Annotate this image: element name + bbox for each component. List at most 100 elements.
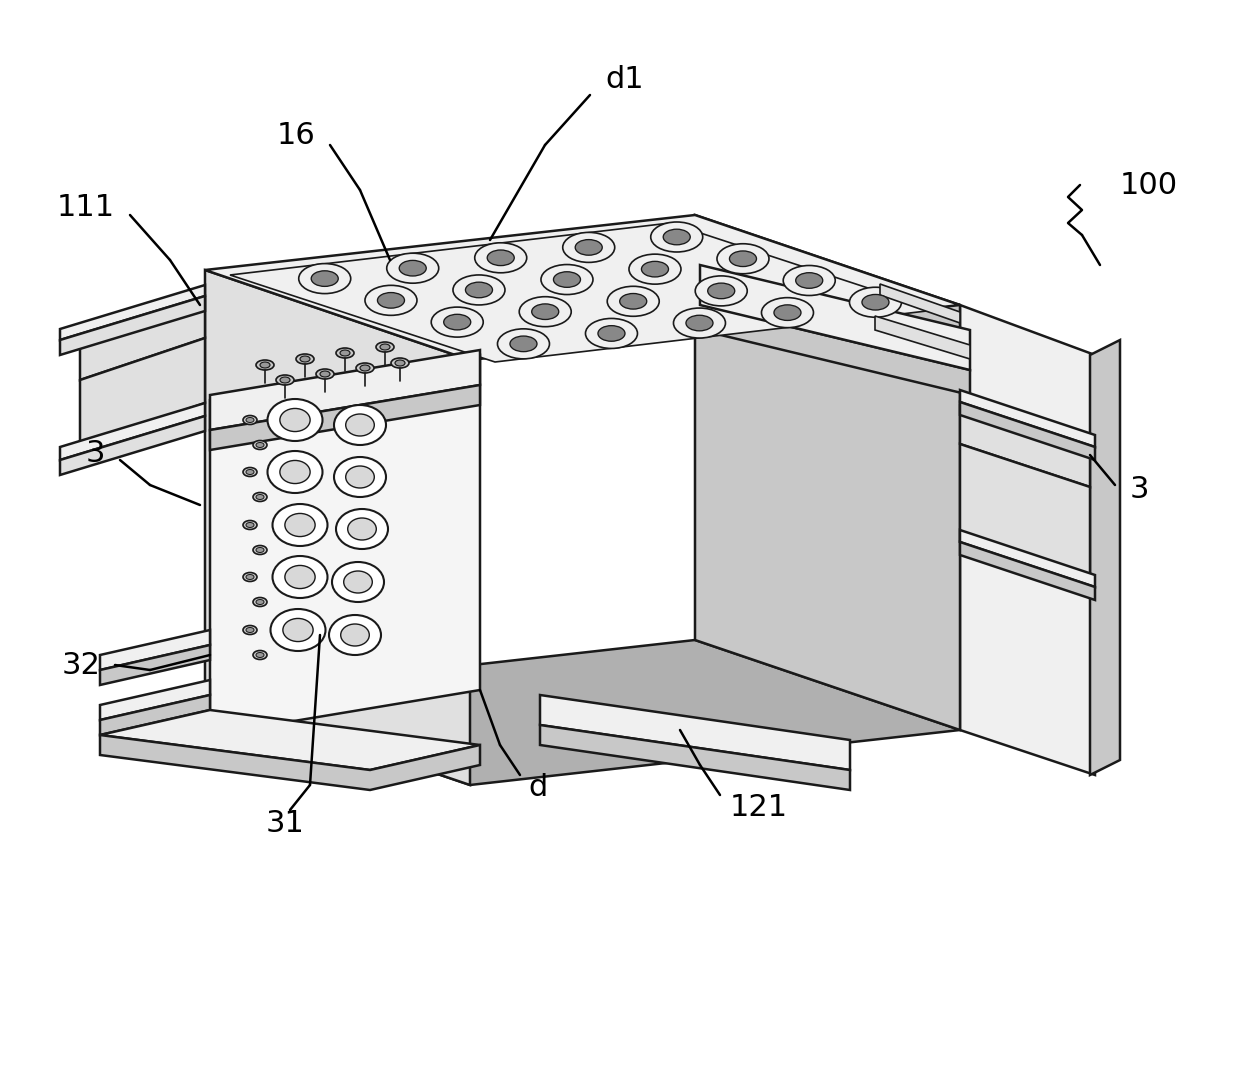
Ellipse shape xyxy=(255,652,264,658)
Ellipse shape xyxy=(663,229,691,245)
Ellipse shape xyxy=(311,271,339,286)
Polygon shape xyxy=(205,215,960,360)
Polygon shape xyxy=(210,385,480,450)
Ellipse shape xyxy=(379,344,391,350)
Ellipse shape xyxy=(729,251,756,267)
Ellipse shape xyxy=(346,465,374,488)
Ellipse shape xyxy=(475,243,527,272)
Ellipse shape xyxy=(696,276,748,306)
Ellipse shape xyxy=(253,598,267,607)
Ellipse shape xyxy=(360,365,370,371)
Ellipse shape xyxy=(285,565,315,588)
Ellipse shape xyxy=(246,627,254,633)
Ellipse shape xyxy=(255,495,264,499)
Polygon shape xyxy=(880,284,960,323)
Polygon shape xyxy=(694,215,960,730)
Ellipse shape xyxy=(673,308,725,339)
Polygon shape xyxy=(60,403,205,460)
Ellipse shape xyxy=(334,457,386,497)
Ellipse shape xyxy=(273,505,327,546)
Ellipse shape xyxy=(761,297,813,328)
Ellipse shape xyxy=(774,305,801,320)
Ellipse shape xyxy=(253,441,267,449)
Ellipse shape xyxy=(553,271,580,288)
Ellipse shape xyxy=(255,443,264,447)
Ellipse shape xyxy=(784,266,836,295)
Polygon shape xyxy=(701,305,970,395)
Ellipse shape xyxy=(246,523,254,527)
Ellipse shape xyxy=(246,574,254,579)
Polygon shape xyxy=(81,298,205,380)
Polygon shape xyxy=(539,695,849,770)
Text: 16: 16 xyxy=(277,120,315,150)
Ellipse shape xyxy=(347,518,376,540)
Ellipse shape xyxy=(253,493,267,501)
Ellipse shape xyxy=(255,360,274,370)
Ellipse shape xyxy=(270,609,325,651)
Ellipse shape xyxy=(329,615,381,655)
Ellipse shape xyxy=(268,451,322,493)
Ellipse shape xyxy=(296,354,314,363)
Text: 100: 100 xyxy=(1120,170,1178,200)
Ellipse shape xyxy=(365,285,417,316)
Text: d1: d1 xyxy=(605,65,644,94)
Text: 121: 121 xyxy=(730,792,789,821)
Ellipse shape xyxy=(532,304,559,319)
Ellipse shape xyxy=(280,376,290,383)
Ellipse shape xyxy=(343,571,372,593)
Ellipse shape xyxy=(243,416,257,424)
Ellipse shape xyxy=(708,283,735,298)
Polygon shape xyxy=(100,644,210,685)
Polygon shape xyxy=(960,390,1095,447)
Ellipse shape xyxy=(563,232,615,263)
Ellipse shape xyxy=(268,399,322,441)
Polygon shape xyxy=(960,403,1095,460)
Polygon shape xyxy=(60,296,205,355)
Ellipse shape xyxy=(717,244,769,273)
Text: 111: 111 xyxy=(57,192,115,221)
Polygon shape xyxy=(60,285,205,340)
Ellipse shape xyxy=(253,651,267,660)
Ellipse shape xyxy=(334,405,386,445)
Polygon shape xyxy=(100,735,480,790)
Ellipse shape xyxy=(629,254,681,284)
Ellipse shape xyxy=(336,509,388,549)
Ellipse shape xyxy=(377,293,404,308)
Ellipse shape xyxy=(243,573,257,582)
Ellipse shape xyxy=(849,288,901,317)
Polygon shape xyxy=(229,224,935,362)
Ellipse shape xyxy=(608,286,660,317)
Ellipse shape xyxy=(243,625,257,635)
Ellipse shape xyxy=(391,358,409,368)
Ellipse shape xyxy=(541,265,593,294)
Ellipse shape xyxy=(487,250,515,266)
Ellipse shape xyxy=(280,408,310,432)
Polygon shape xyxy=(210,355,480,735)
Ellipse shape xyxy=(444,315,471,330)
Text: 3: 3 xyxy=(1130,475,1149,505)
Polygon shape xyxy=(960,305,1095,775)
Polygon shape xyxy=(1090,340,1120,775)
Ellipse shape xyxy=(300,356,310,362)
Ellipse shape xyxy=(332,562,384,602)
Ellipse shape xyxy=(273,556,327,598)
Ellipse shape xyxy=(387,253,439,283)
Ellipse shape xyxy=(686,316,713,331)
Ellipse shape xyxy=(497,329,549,359)
Polygon shape xyxy=(701,265,970,370)
Text: 31: 31 xyxy=(265,808,305,838)
Ellipse shape xyxy=(399,260,427,276)
Ellipse shape xyxy=(376,342,394,352)
Ellipse shape xyxy=(598,326,625,342)
Polygon shape xyxy=(210,350,480,430)
Ellipse shape xyxy=(253,546,267,554)
Ellipse shape xyxy=(255,548,264,552)
Ellipse shape xyxy=(260,362,270,368)
Ellipse shape xyxy=(465,282,492,297)
Ellipse shape xyxy=(280,460,310,484)
Ellipse shape xyxy=(575,240,603,255)
Ellipse shape xyxy=(246,418,254,422)
Polygon shape xyxy=(875,316,970,359)
Polygon shape xyxy=(60,416,205,475)
Polygon shape xyxy=(960,529,1095,587)
